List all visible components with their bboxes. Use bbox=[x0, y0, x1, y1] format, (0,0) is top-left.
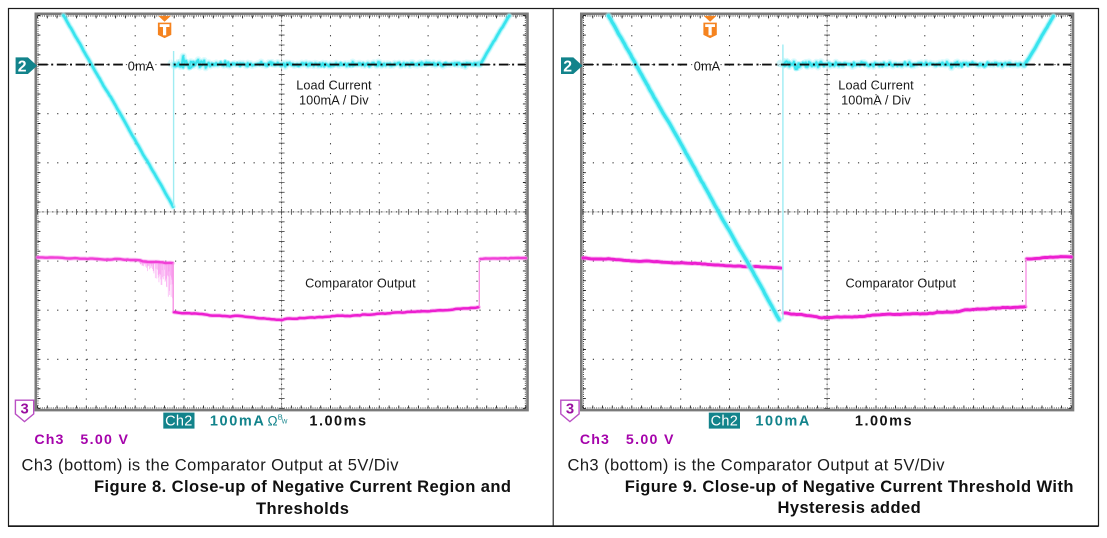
svg-text:2: 2 bbox=[563, 58, 572, 75]
svg-text:1.00ms: 1.00ms bbox=[855, 413, 913, 429]
svg-text:0mA: 0mA bbox=[128, 60, 155, 74]
svg-text:B: B bbox=[278, 413, 283, 422]
svg-text:100mA / Div: 100mA / Div bbox=[841, 94, 911, 108]
svg-text:Ω: Ω bbox=[268, 413, 278, 428]
svg-text:3: 3 bbox=[20, 401, 28, 417]
svg-text:Ch2: Ch2 bbox=[711, 413, 739, 429]
svg-text:1.00ms: 1.00ms bbox=[309, 413, 367, 429]
svg-text:100mA: 100mA bbox=[210, 413, 266, 429]
svg-text:Thresholds: Thresholds bbox=[256, 499, 349, 518]
svg-text:Hysteresis added: Hysteresis added bbox=[777, 498, 921, 517]
svg-text:3: 3 bbox=[566, 401, 574, 417]
svg-text:Load Current: Load Current bbox=[838, 79, 914, 93]
svg-text:Figure 9. Close-up of Negative: Figure 9. Close-up of Negative Current T… bbox=[625, 477, 1074, 496]
svg-text:Comparator Output: Comparator Output bbox=[846, 277, 957, 291]
svg-text:Comparator Output: Comparator Output bbox=[305, 277, 416, 291]
svg-text:Ch2: Ch2 bbox=[165, 413, 193, 429]
svg-text:Ch3 (bottom) is the Comparator: Ch3 (bottom) is the Comparator Output at… bbox=[22, 457, 400, 475]
svg-text:5.00 V: 5.00 V bbox=[626, 432, 675, 448]
svg-text:0mA: 0mA bbox=[694, 60, 721, 74]
svg-text:Ch3: Ch3 bbox=[34, 432, 64, 448]
svg-text:100mA / Div: 100mA / Div bbox=[299, 94, 369, 108]
svg-text:5.00 V: 5.00 V bbox=[80, 432, 129, 448]
svg-text:Ch3: Ch3 bbox=[580, 432, 610, 448]
svg-text:Figure 8. Close-up of Negative: Figure 8. Close-up of Negative Current R… bbox=[94, 477, 511, 496]
svg-text:100mA: 100mA bbox=[755, 413, 811, 429]
svg-text:Load Current: Load Current bbox=[296, 79, 372, 93]
svg-text:Ch3 (bottom) is the Comparator: Ch3 (bottom) is the Comparator Output at… bbox=[568, 457, 946, 475]
svg-text:2: 2 bbox=[18, 58, 27, 75]
svg-text:W: W bbox=[282, 420, 288, 426]
